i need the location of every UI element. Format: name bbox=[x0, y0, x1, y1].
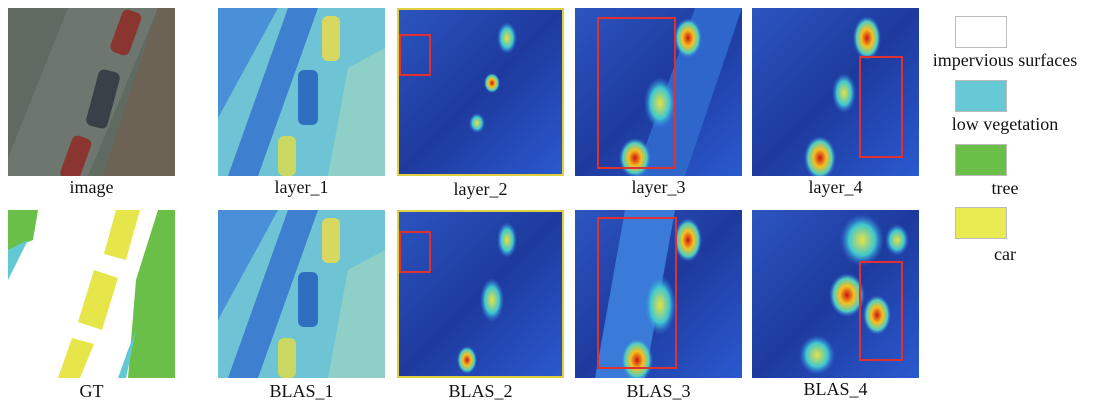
caption: layer_2 bbox=[397, 179, 564, 200]
caption: BLAS_4 bbox=[752, 379, 919, 400]
caption: layer_1 bbox=[218, 177, 385, 198]
legend-swatch bbox=[955, 16, 1007, 48]
legend-swatch bbox=[955, 80, 1007, 112]
layer-3-map bbox=[575, 8, 742, 176]
layer-4-map bbox=[752, 8, 919, 176]
caption: image bbox=[8, 177, 175, 198]
layer-2-map bbox=[397, 8, 564, 176]
input-image bbox=[8, 8, 175, 176]
caption: GT bbox=[8, 381, 175, 402]
figure: image layer_1 layer_2 layer_3 layer_4 GT… bbox=[0, 0, 1105, 403]
blas-2-map bbox=[397, 210, 564, 378]
caption: BLAS_1 bbox=[218, 381, 385, 402]
legend-swatch bbox=[955, 207, 1007, 239]
ground-truth bbox=[8, 210, 175, 378]
blas-1-map bbox=[218, 210, 385, 378]
caption: layer_4 bbox=[752, 177, 919, 198]
legend-label: low vegetation bbox=[905, 114, 1105, 135]
legend-label: car bbox=[905, 244, 1105, 265]
blas-3-map bbox=[575, 210, 742, 378]
caption: BLAS_2 bbox=[397, 381, 564, 402]
layer-1-map bbox=[218, 8, 385, 176]
legend-label: impervious surfaces bbox=[905, 50, 1105, 71]
legend-swatch bbox=[955, 144, 1007, 176]
caption: BLAS_3 bbox=[575, 381, 742, 402]
legend-label: tree bbox=[905, 178, 1105, 199]
caption: layer_3 bbox=[575, 177, 742, 198]
blas-4-map bbox=[752, 210, 919, 378]
